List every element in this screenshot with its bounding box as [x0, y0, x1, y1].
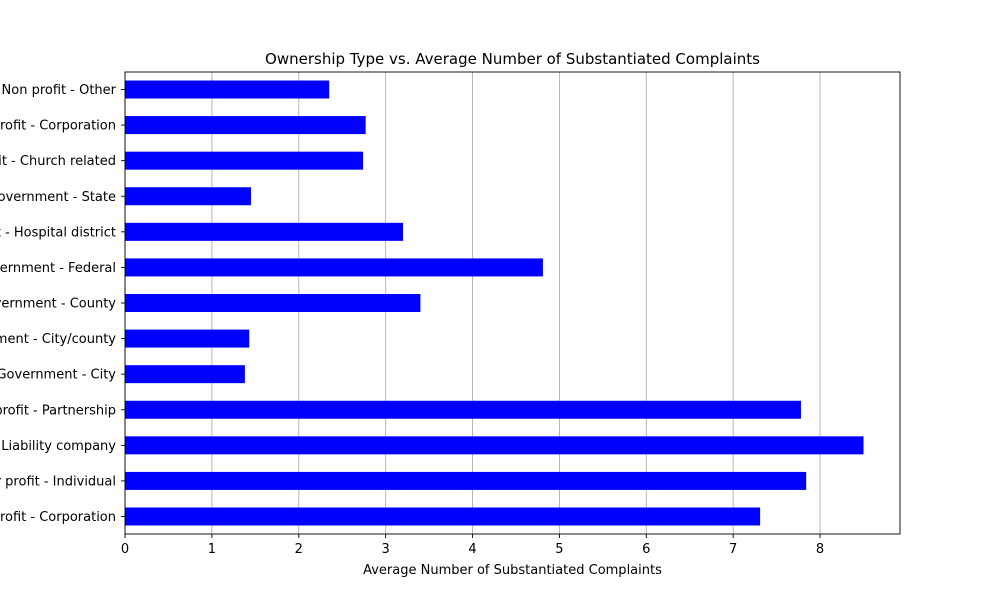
x-tick-label: 8	[816, 542, 824, 557]
bars	[125, 80, 864, 526]
x-tick-label: 0	[121, 542, 129, 557]
y-tick-label: Government - Hospital district	[0, 225, 116, 240]
x-tick-label: 1	[208, 542, 216, 557]
bar	[125, 151, 364, 170]
bar	[125, 400, 801, 419]
x-tick-label: 4	[468, 542, 476, 557]
y-tick-label: Government - City/county	[0, 332, 116, 347]
x-tick-label: 5	[555, 542, 563, 557]
x-axis: 0 1 2 3 4 5 6 7 8	[121, 534, 824, 557]
bar	[125, 116, 366, 135]
bar	[125, 436, 864, 455]
bar	[125, 222, 404, 241]
bar	[125, 80, 330, 99]
y-tick-label: Government - City	[0, 368, 116, 383]
y-tick-label: Government - Federal	[0, 261, 116, 276]
bar	[125, 507, 761, 526]
x-tick-label: 6	[642, 542, 650, 557]
x-tick-label: 2	[295, 542, 303, 557]
x-axis-label: Average Number of Substantiated Complain…	[363, 563, 662, 578]
y-tick-label: For profit - Limited Liability company	[0, 439, 116, 454]
bar	[125, 187, 251, 206]
bar	[125, 258, 543, 277]
bar	[125, 294, 421, 312]
y-tick-label: Government - State	[0, 190, 116, 205]
x-tick-label: 3	[382, 542, 390, 557]
bar	[125, 365, 245, 384]
y-tick-label: Non profit - Corporation	[0, 119, 116, 134]
y-tick-label: For profit - Individual	[0, 474, 116, 489]
y-tick-label: Government - County	[0, 297, 116, 312]
x-tick-label: 7	[729, 542, 737, 557]
chart-title: Ownership Type vs. Average Number of Sub…	[265, 50, 760, 68]
gridlines	[124, 72, 821, 534]
bar	[125, 471, 807, 490]
y-tick-label: For profit - Partnership	[0, 403, 116, 418]
y-tick-label: For profit - Corporation	[0, 510, 116, 525]
y-tick-label: Non profit - Other	[2, 83, 117, 98]
y-axis: Non profit - Other Non profit - Corporati…	[0, 83, 125, 525]
bar	[125, 329, 250, 348]
y-tick-label: Non profit - Church related	[0, 154, 116, 169]
